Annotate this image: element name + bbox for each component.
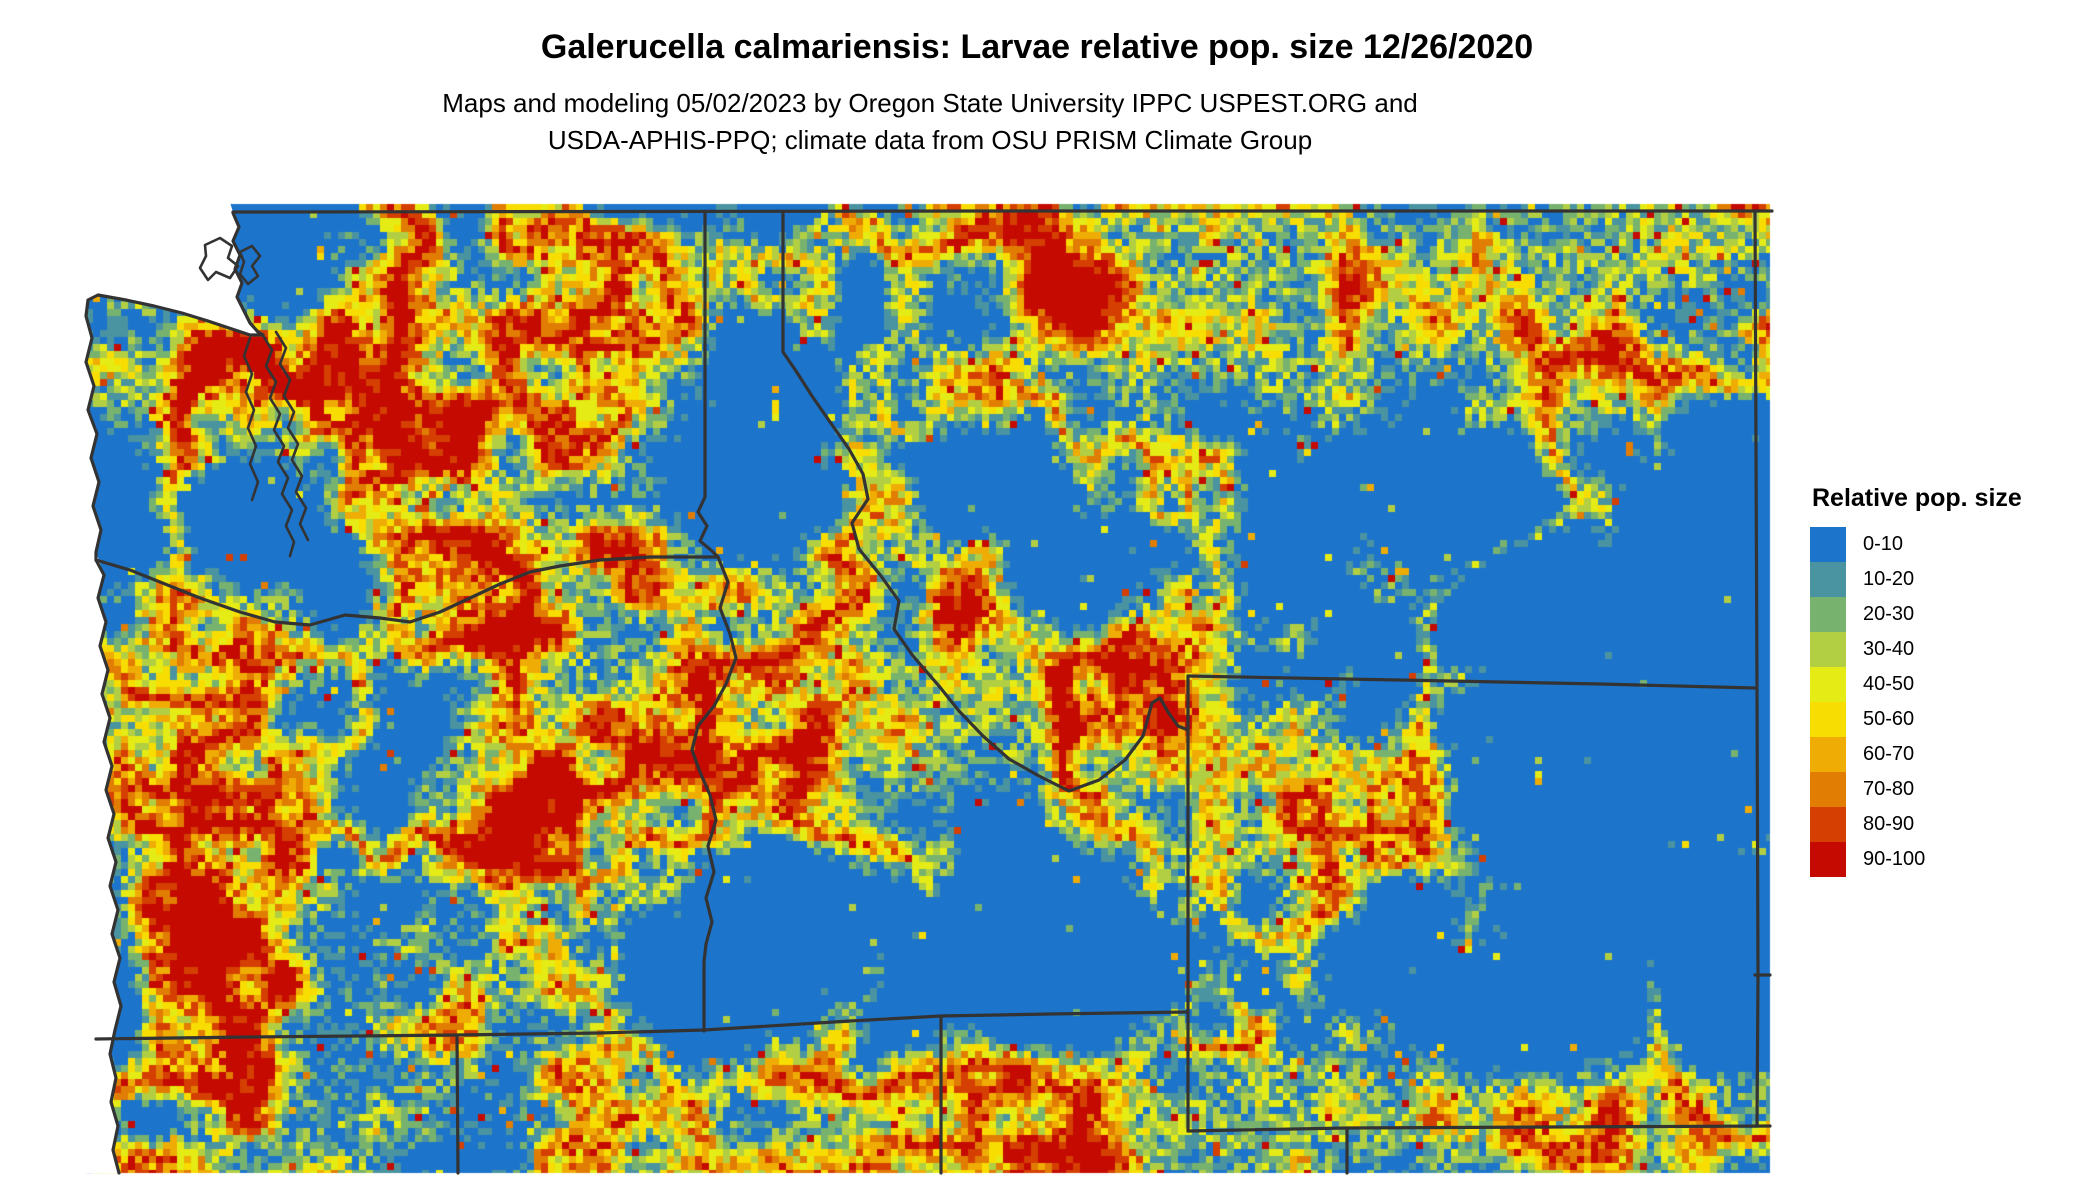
whidbey-island-outline: [238, 244, 262, 286]
legend-title: Relative pop. size: [1812, 484, 2022, 512]
subtitle-line-2: USDA-APHIS-PPQ; climate data from OSU PR…: [547, 125, 1313, 155]
legend-swatch: [1810, 772, 1846, 807]
bc-coast-border: [231, 211, 265, 337]
legend-label: 30-40: [1863, 638, 1915, 660]
legend-row: 30-40: [1810, 632, 2022, 667]
legend-label: 80-90: [1863, 813, 1915, 835]
legend-row: 10-20: [1810, 562, 2022, 597]
legend-label: 20-30: [1863, 603, 1915, 625]
wy-ut-41n-border: [1186, 1124, 1772, 1133]
legend-rows: 0-10 10-20 20-30 30-40 40-50 50-60 60-70 70-80 8…: [1810, 527, 2022, 877]
legend-swatch: [1810, 562, 1846, 597]
legend-label: 50-60: [1863, 708, 1915, 730]
page-title: Galerucella calmariensis: Larvae relativ…: [540, 28, 1534, 66]
strait-of-juan-de-fuca-water: [70, 196, 263, 335]
or-id-snake-river-border: [690, 555, 738, 1033]
legend-label: 90-100: [1863, 848, 1926, 870]
us-canada-border: [231, 209, 1774, 214]
legend-row: 80-90: [1810, 807, 2022, 842]
mt-wy-border: [1186, 674, 1757, 690]
id-mt-border: [781, 211, 1190, 793]
legend-row: 70-80: [1810, 772, 2022, 807]
legend-label: 40-50: [1863, 673, 1915, 695]
legend-swatch: [1810, 597, 1846, 632]
legend-swatch: [1810, 527, 1846, 562]
subtitle-line-1: Maps and modeling 05/02/2023 by Oregon S…: [442, 88, 1418, 118]
legend-label: 10-20: [1863, 568, 1915, 590]
legend-row: 40-50: [1810, 667, 2022, 702]
legend: Relative pop. size 0-10 10-20 20-30 30-40 40…: [1810, 484, 2022, 877]
legend-swatch: [1810, 702, 1846, 737]
meridian-104w-border: [1753, 209, 1760, 1127]
legend-row: 50-60: [1810, 702, 2022, 737]
legend-label: 70-80: [1863, 778, 1915, 800]
legend-swatch: [1810, 667, 1846, 702]
legend-row: 20-30: [1810, 597, 2022, 632]
legend-swatch: [1810, 632, 1846, 667]
san-juan-island-outline: [198, 236, 240, 282]
legend-label: 60-70: [1863, 743, 1915, 765]
legend-label: 0-10: [1863, 533, 1904, 555]
legend-row: 0-10: [1810, 527, 2022, 562]
legend-row: 60-70: [1810, 737, 2022, 772]
puget-sound-east-channel: [260, 332, 296, 558]
legend-swatch: [1810, 842, 1846, 877]
pacific-margin-water: [70, 316, 121, 1173]
pacific-coast-border: [84, 293, 265, 1175]
parallel-42n-border: [94, 1010, 1190, 1041]
wa-id-border: [696, 211, 720, 559]
puget-sound-main-channel: [274, 330, 310, 542]
legend-swatch: [1810, 807, 1846, 842]
legend-swatch: [1810, 737, 1846, 772]
ca-nv-border: [455, 1033, 460, 1175]
hood-canal-channel: [242, 336, 260, 502]
wa-or-columbia-river-border: [94, 555, 720, 627]
legend-row: 90-100: [1810, 842, 2022, 877]
